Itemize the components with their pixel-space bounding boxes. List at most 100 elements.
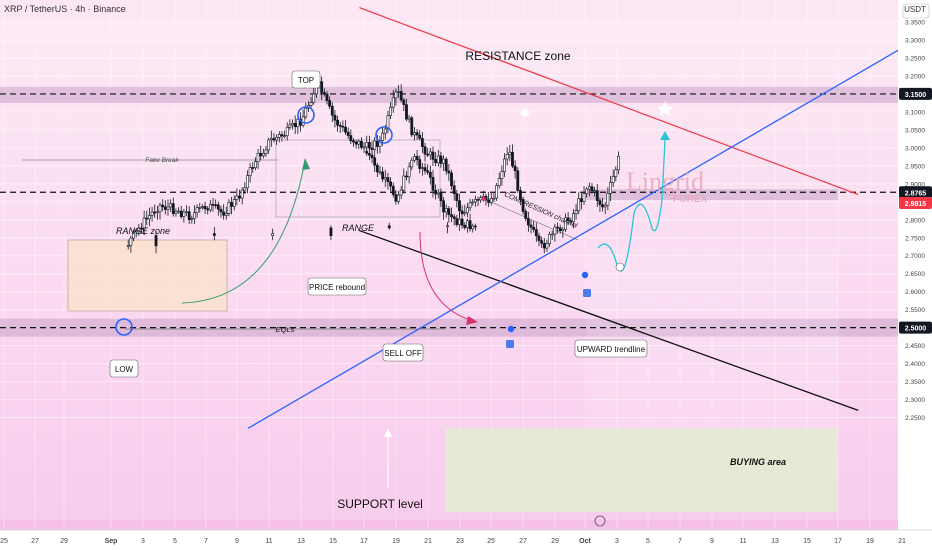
candle-body (489, 198, 493, 203)
time-tick-label: Sep (105, 538, 118, 545)
price-tick-label: 2.4500 (905, 343, 925, 350)
rebound-arrow (181, 159, 306, 304)
candle-body (154, 235, 158, 247)
price-tick-label: 3.1000 (905, 109, 925, 116)
time-tick-label: 25 (487, 538, 495, 545)
candle-body (322, 92, 326, 95)
candle-body (423, 167, 427, 172)
candle-body (603, 204, 607, 208)
candle-body (524, 211, 528, 219)
candle-body (561, 228, 565, 232)
price-tick-label: 3.0500 (905, 127, 925, 134)
clock-icon (521, 109, 529, 117)
price-tick-label: 2.6000 (905, 289, 925, 296)
candle-body (593, 190, 597, 193)
candle-body (267, 139, 271, 151)
candle-body (230, 202, 233, 207)
buy-marker (506, 340, 514, 348)
candle-body (222, 211, 226, 216)
candle-body (521, 198, 525, 212)
candle-body (487, 199, 491, 203)
candle-body (158, 204, 162, 213)
candle-body (362, 146, 366, 149)
candle-body (389, 106, 392, 116)
candle-body (381, 132, 385, 141)
candle-body (468, 202, 472, 209)
time-tick-label: 17 (834, 538, 842, 545)
watermark-subtitle: FOREX (673, 194, 708, 205)
candle-body (203, 206, 207, 210)
candle-body (240, 189, 244, 199)
candle-body (132, 231, 135, 239)
time-tick-label: 27 (31, 538, 39, 545)
range-zone-label: RANGE zone (116, 226, 170, 236)
candle-body (352, 140, 355, 143)
current-price-badge (899, 197, 932, 209)
candle-body (367, 142, 371, 149)
candle-body (291, 123, 294, 126)
price-tick-label: 3.2500 (905, 55, 925, 62)
candle-body (349, 135, 353, 142)
candle-body (410, 117, 414, 136)
candle-body (426, 170, 430, 173)
time-tick-label: 11 (265, 538, 272, 545)
candle-body (375, 140, 379, 147)
candle-body (566, 217, 570, 221)
candle-body (479, 197, 483, 201)
key-level-badge-label: 2.5000 (905, 326, 927, 333)
candle-body (471, 201, 475, 204)
candle-body (354, 141, 358, 145)
candle-body (375, 164, 379, 173)
candle-body (383, 177, 387, 180)
candle-body (179, 210, 183, 217)
candle-body (606, 193, 610, 206)
upward-trendline-callout-label: UPWARD trendline (577, 345, 646, 354)
candle-body (187, 211, 191, 220)
candle-body (381, 171, 385, 180)
candle-body (277, 134, 281, 138)
key-level-badge-label: 2.8765 (905, 190, 927, 197)
current-price-label: 2.9815 (905, 201, 927, 208)
candle-body (397, 91, 400, 93)
candle-body (365, 142, 369, 148)
candle-body (296, 119, 300, 128)
candle-body (458, 200, 461, 212)
candle-body (283, 135, 286, 137)
time-tick-label: 19 (866, 538, 874, 545)
candle-body (367, 153, 371, 156)
candle-body (238, 195, 241, 199)
candle-body (564, 217, 567, 230)
candle-body (325, 93, 329, 101)
candle-body (590, 186, 594, 192)
candle-body (529, 224, 533, 228)
candle-body (142, 217, 146, 230)
price-rebound-callout-label: PRICE rebound (309, 283, 365, 292)
candle-body (137, 227, 141, 231)
candle-body (399, 91, 403, 101)
candle-body (569, 220, 573, 222)
resistance-zone-label: RESISTANCE zone (465, 49, 570, 63)
price-tick-label: 2.3000 (905, 397, 925, 404)
fake-break-label: Fake Break (145, 157, 179, 164)
projection-box (587, 248, 838, 428)
buying-area-label: BUYING area (730, 457, 786, 467)
pivot-dot (507, 325, 515, 333)
candle-body (572, 213, 575, 222)
candle-body (558, 227, 562, 232)
candle-body (333, 114, 337, 121)
candle-body (442, 200, 445, 213)
candle-body (383, 128, 387, 134)
price-tick-label: 2.8000 (905, 217, 925, 224)
compression-upper-line (483, 198, 579, 241)
candle-body (466, 220, 469, 228)
unit-badge-frame (902, 3, 930, 19)
candle-body (497, 178, 501, 186)
zone-band (0, 86, 898, 103)
candle-body (272, 138, 276, 141)
candle-body (460, 218, 464, 226)
candle-body (450, 172, 453, 187)
time-tick-label: 17 (360, 538, 368, 545)
price-tick-label: 2.2500 (905, 415, 925, 422)
candle-body (402, 175, 406, 191)
